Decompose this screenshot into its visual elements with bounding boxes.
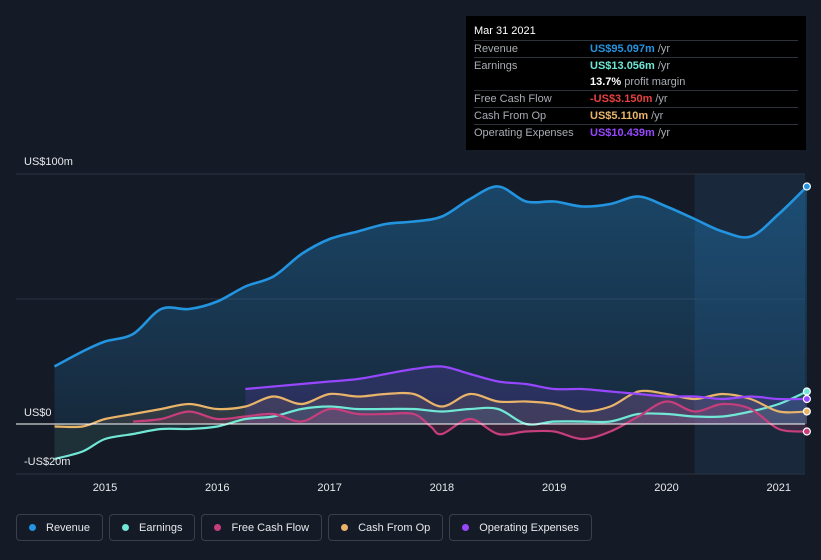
legend-label: Free Cash Flow <box>231 521 310 534</box>
cash-from-op-end-point <box>802 407 811 416</box>
free-cash-flow-line <box>133 400 807 441</box>
tooltip-row-value: 13.7% <box>590 76 622 88</box>
y-tick-label: US$100m <box>24 156 73 168</box>
tooltip-row-value: US$95.097m <box>590 43 655 55</box>
x-tick-label: 2015 <box>93 482 117 494</box>
free-cash-flow-area <box>133 401 807 439</box>
legend-item-free-cash-flow[interactable]: Free Cash Flow <box>201 514 323 541</box>
revenue-line <box>53 185 808 368</box>
tooltip-row-value: US$5.110m <box>590 110 649 122</box>
tooltip-row: 13.7% profit margin <box>474 74 798 90</box>
tooltip-row-value: US$10.439m <box>590 127 655 139</box>
tooltip-row-value: -US$3.150m <box>590 93 653 105</box>
tooltip-row: Operating Expenses US$10.439m/yr <box>474 124 798 141</box>
tooltip-row: Earnings US$13.056m/yr <box>474 57 798 74</box>
legend-label: Cash From Op <box>358 521 431 534</box>
legend-label: Operating Expenses <box>479 521 579 534</box>
legend-dot-icon <box>462 524 470 531</box>
x-tick-label: 2019 <box>542 482 566 494</box>
tooltip-row-label: Earnings <box>474 60 518 72</box>
legend-item-revenue[interactable]: Revenue <box>16 514 104 541</box>
y-tick-label: -US$20m <box>24 456 70 468</box>
x-tick-label: 2017 <box>317 482 341 494</box>
legend-item-earnings[interactable]: Earnings <box>109 514 196 541</box>
legend-label: Earnings <box>139 521 183 534</box>
tooltip-row-label: Operating Expenses <box>474 127 574 139</box>
tooltip-row-unit: profit margin <box>624 76 686 88</box>
tooltip-row-label: Revenue <box>474 43 519 55</box>
legend-dot-icon <box>341 524 349 531</box>
legend-dot-icon <box>214 524 222 531</box>
free-cash-flow-end-point <box>802 427 811 436</box>
tooltip-row-label: Cash From Op <box>474 110 547 122</box>
x-tick-label: 2016 <box>205 482 229 494</box>
operating-expenses-line <box>245 365 807 401</box>
revenue-area <box>54 186 807 424</box>
tooltip-row: Free Cash Flow -US$3.150m/yr <box>474 90 798 107</box>
earnings-end-point <box>802 387 811 396</box>
legend-item-operating-expenses[interactable]: Operating Expenses <box>449 514 592 541</box>
x-tick-label: 2018 <box>430 482 454 494</box>
tooltip-row-label <box>474 74 590 90</box>
tooltip-row-unit: /yr <box>657 60 671 72</box>
earnings-line <box>54 390 808 461</box>
operating-expenses-end-point <box>802 394 811 404</box>
legend-item-cash-from-op[interactable]: Cash From Op <box>328 514 444 541</box>
tooltip-date: Mar 31 2021 <box>474 25 536 37</box>
legend-label: Revenue <box>46 521 91 534</box>
y-tick-label: US$0 <box>24 407 52 419</box>
legend-dot-icon <box>29 524 36 531</box>
legend-dot-icon <box>122 524 130 531</box>
revenue-end-point <box>802 182 811 191</box>
x-tick-label: 2021 <box>767 482 791 494</box>
tooltip-row-unit: /yr <box>657 127 671 139</box>
tooltip-row-value: US$13.056m <box>590 60 655 72</box>
tooltip-row: Cash From Op US$5.110m/yr <box>474 107 798 124</box>
legend: Revenue Earnings Free Cash Flow Cash From O… <box>16 514 592 542</box>
tooltip-row-unit: /yr <box>651 110 664 122</box>
tooltip-row: Revenue US$95.097m/yr <box>474 40 798 57</box>
tooltip-row-unit: /yr <box>655 93 668 105</box>
earnings-area <box>54 391 807 459</box>
tooltip: Mar 31 2021 Revenue US$95.097m/yr Earnings… <box>466 16 806 150</box>
x-tick-label: 2020 <box>654 482 678 494</box>
tooltip-row-unit: /yr <box>657 43 671 55</box>
cash-from-op-area <box>54 390 807 428</box>
tooltip-row-label: Free Cash Flow <box>474 93 552 105</box>
